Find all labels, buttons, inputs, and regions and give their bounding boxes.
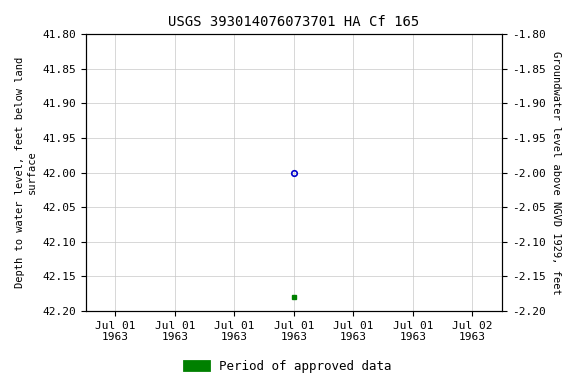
Y-axis label: Groundwater level above NGVD 1929, feet: Groundwater level above NGVD 1929, feet [551,51,561,295]
Legend: Period of approved data: Period of approved data [179,355,397,378]
Title: USGS 393014076073701 HA Cf 165: USGS 393014076073701 HA Cf 165 [168,15,419,29]
Y-axis label: Depth to water level, feet below land
surface: Depth to water level, feet below land su… [15,57,37,288]
